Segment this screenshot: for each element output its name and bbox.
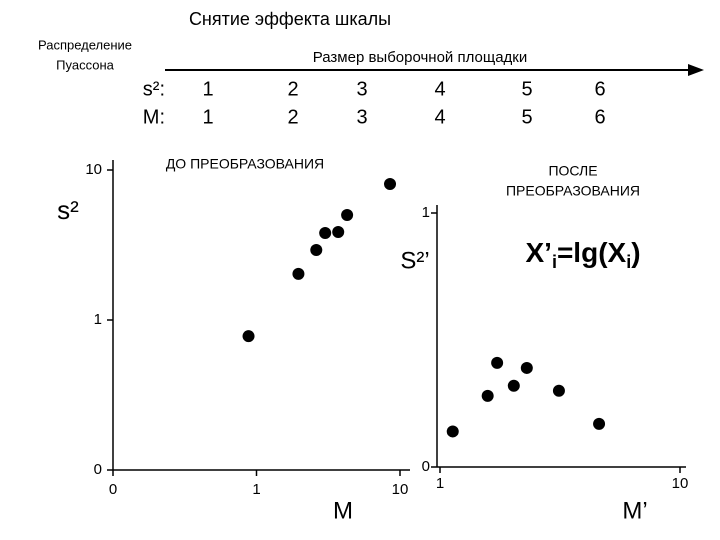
- point: [481, 389, 494, 402]
- y-axis-label: S²’: [400, 247, 429, 274]
- y-axis-label: s²: [57, 195, 79, 225]
- point: [491, 356, 504, 369]
- point: [384, 177, 397, 190]
- point: [593, 417, 606, 430]
- x-tick-label: 0: [109, 481, 117, 498]
- point: [242, 330, 255, 343]
- x-axis-label: M: [333, 497, 353, 524]
- table-cell: 2: [287, 106, 298, 128]
- point: [507, 379, 520, 392]
- x-tick-label: 1: [436, 475, 444, 492]
- point: [446, 425, 459, 438]
- y-tick-label: 10: [85, 161, 102, 178]
- arrow-label: Размер выборочной площадки: [313, 49, 528, 66]
- chart-title: ПОСЛЕ: [548, 163, 597, 179]
- table-cell: 4: [434, 78, 445, 100]
- table-cell: 3: [356, 106, 367, 128]
- point: [292, 267, 305, 280]
- chart-title: ДО ПРЕОБРАЗОВАНИЯ: [166, 156, 324, 172]
- arrow-head: [688, 64, 704, 76]
- table-cell: 5: [521, 106, 532, 128]
- table-cell: 2: [287, 78, 298, 100]
- table-cell: 6: [594, 78, 605, 100]
- table-cell: 4: [434, 106, 445, 128]
- y-tick-label: 0: [422, 458, 430, 475]
- point: [341, 209, 354, 222]
- point: [332, 226, 345, 239]
- table-cell: 3: [356, 78, 367, 100]
- slide-title: Снятие эффекта шкалы: [189, 9, 391, 29]
- table-cell: 6: [594, 106, 605, 128]
- x-axis-label: M’: [622, 497, 647, 524]
- side-label: Пуассона: [56, 57, 114, 72]
- x-tick-label: 10: [672, 475, 689, 492]
- y-tick-label: 0: [94, 461, 102, 478]
- annotation-part: ): [631, 237, 640, 268]
- point: [319, 227, 332, 240]
- row-label: s²:: [143, 78, 165, 100]
- annotation-part: X’: [525, 237, 551, 268]
- table-cell: 5: [521, 78, 532, 100]
- annotation-part: =lg(X: [557, 237, 627, 268]
- annotation-part: i: [552, 252, 557, 272]
- point: [552, 384, 565, 397]
- x-tick-label: 10: [392, 481, 409, 498]
- table-cell: 1: [202, 78, 213, 100]
- annotation: X’i=lg(Xi): [525, 237, 640, 271]
- point: [310, 243, 323, 256]
- side-label: Распределение: [38, 37, 132, 52]
- x-tick-label: 1: [252, 481, 260, 498]
- chart-title: ПРЕОБРАЗОВАНИЯ: [506, 183, 640, 199]
- y-tick-label: 1: [422, 204, 430, 221]
- row-label: M:: [143, 106, 165, 128]
- y-tick-label: 1: [94, 311, 102, 328]
- table-cell: 1: [202, 106, 213, 128]
- annotation-part: i: [626, 252, 631, 272]
- point: [520, 361, 533, 374]
